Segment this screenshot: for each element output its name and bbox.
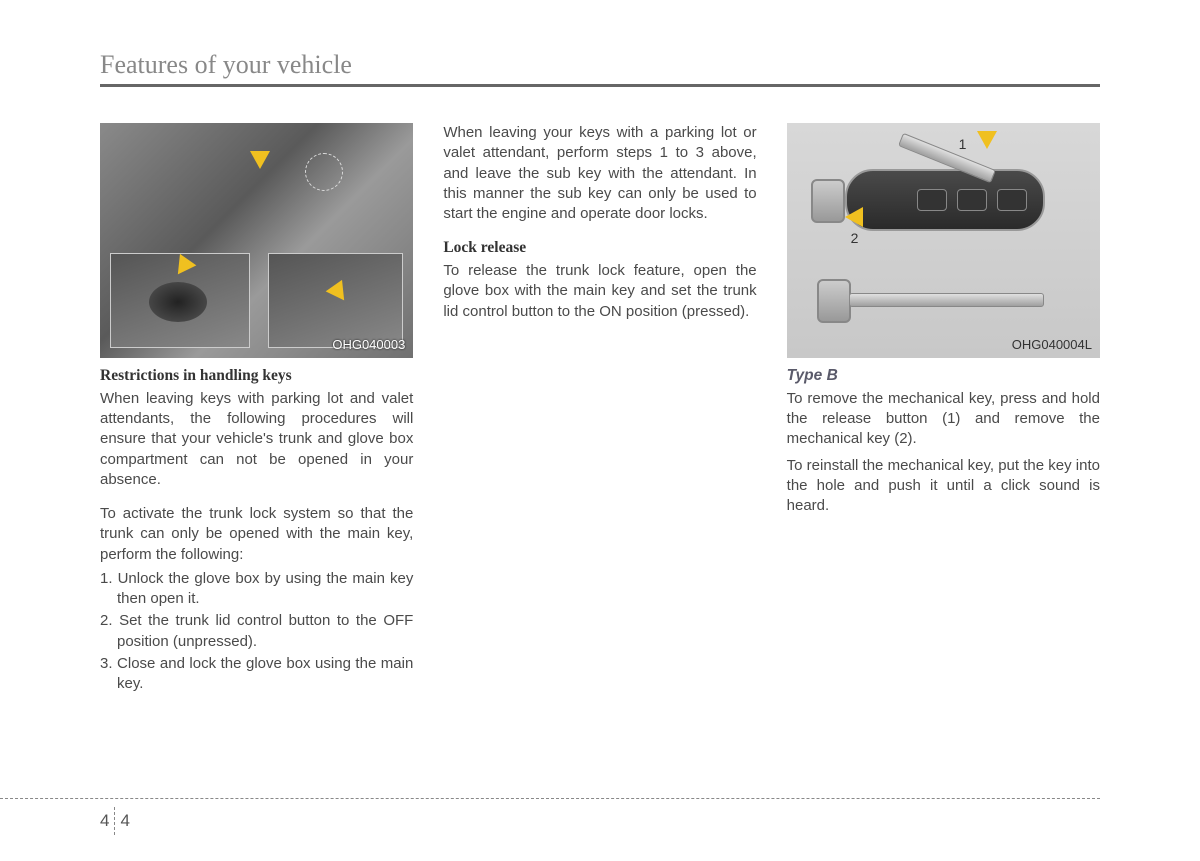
arrow-icon <box>977 131 997 149</box>
figure-inset-left <box>110 253 250 348</box>
body-text: To activate the trunk lock system so tha… <box>100 504 413 565</box>
content-columns: OHG040003 Restrictions in handling keys … <box>100 123 1100 696</box>
manual-page: Features of your vehicle OHG040003 Restr… <box>0 0 1200 861</box>
page-number: 4 4 <box>100 807 130 835</box>
figure-inset-right <box>268 253 403 348</box>
heading-restrictions: Restrictions in handling keys <box>100 366 413 387</box>
body-text: When leaving your keys with a parking lo… <box>443 123 756 224</box>
heading-lock-release: Lock release <box>443 238 756 259</box>
callout-1: 1 <box>959 135 967 154</box>
key-handle <box>811 179 845 223</box>
list-item: 2. Set the trunk lid control button to t… <box>100 611 413 652</box>
list-item: 3. Close and lock the glove box using th… <box>100 654 413 695</box>
page-separator <box>114 807 115 835</box>
column-2: When leaving your keys with a parking lo… <box>443 123 756 696</box>
dashed-circle <box>305 153 343 191</box>
body-text: To release the trunk lock feature, open … <box>443 261 756 322</box>
key-fob <box>845 169 1045 231</box>
header-rule <box>100 84 1100 87</box>
page-number-value: 4 <box>120 811 129 831</box>
fob-button <box>997 189 1027 211</box>
column-3: 1 2 OHG040004L Type B To remove the mech… <box>787 123 1100 696</box>
arrow-icon <box>326 280 353 306</box>
list-item: 1. Unlock the glove box by using the mai… <box>100 569 413 610</box>
callout-2: 2 <box>851 229 859 248</box>
page-title: Features of your vehicle <box>100 50 1100 80</box>
key-handle-2 <box>817 279 851 323</box>
footer-rule <box>0 798 1100 799</box>
figure-glovebox: OHG040003 <box>100 123 413 358</box>
figure-caption: OHG040003 <box>332 336 405 354</box>
arrow-icon <box>170 254 197 280</box>
column-1: OHG040003 Restrictions in handling keys … <box>100 123 413 696</box>
figure-smartkey: 1 2 OHG040004L <box>787 123 1100 358</box>
key-blade-2 <box>849 293 1044 307</box>
fob-button <box>957 189 987 211</box>
chapter-number: 4 <box>100 811 109 831</box>
arrow-icon <box>845 207 863 227</box>
heading-type-b: Type B <box>787 366 1100 387</box>
body-text: To reinstall the mechanical key, put the… <box>787 456 1100 517</box>
body-text: To remove the mechanical key, press and … <box>787 389 1100 450</box>
mirror-shape <box>149 282 207 322</box>
arrow-icon <box>250 151 270 169</box>
figure-caption: OHG040004L <box>1012 336 1092 354</box>
body-text: When leaving keys with parking lot and v… <box>100 389 413 490</box>
fob-button <box>917 189 947 211</box>
